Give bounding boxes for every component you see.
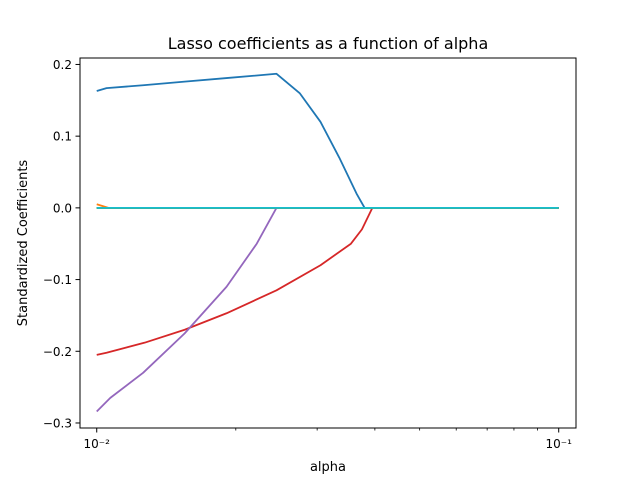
y-axis-ticks: 0.2 0.1 0.0 −0.1 −0.2 −0.3 (43, 58, 80, 430)
axes-frame (79, 57, 577, 429)
y-tick-label: 0.2 (53, 58, 72, 72)
series-line-3 (96, 206, 559, 356)
x-tick-label: 10⁻² (84, 437, 111, 451)
y-axis-label: Standardized Coefficients (16, 160, 31, 327)
series-lines (96, 72, 559, 413)
x-tick-label: 10⁻¹ (545, 437, 572, 451)
series-line-1 (96, 72, 559, 209)
plot-area: 10⁻² 10⁻¹ 0.2 0.1 0.0 −0.1 −0.2 −0.3 (43, 57, 577, 451)
chart-title: Lasso coefficients as a function of alph… (168, 34, 489, 53)
y-tick-label: 0.1 (53, 130, 72, 144)
y-tick-label: −0.2 (43, 345, 72, 359)
x-axis-ticks: 10⁻² 10⁻¹ (84, 428, 572, 451)
x-axis-label: alpha (310, 460, 346, 475)
y-tick-label: −0.1 (43, 273, 72, 287)
y-tick-label: 0.0 (53, 201, 72, 215)
series-line-4 (96, 206, 559, 413)
y-tick-label: −0.3 (43, 416, 72, 430)
